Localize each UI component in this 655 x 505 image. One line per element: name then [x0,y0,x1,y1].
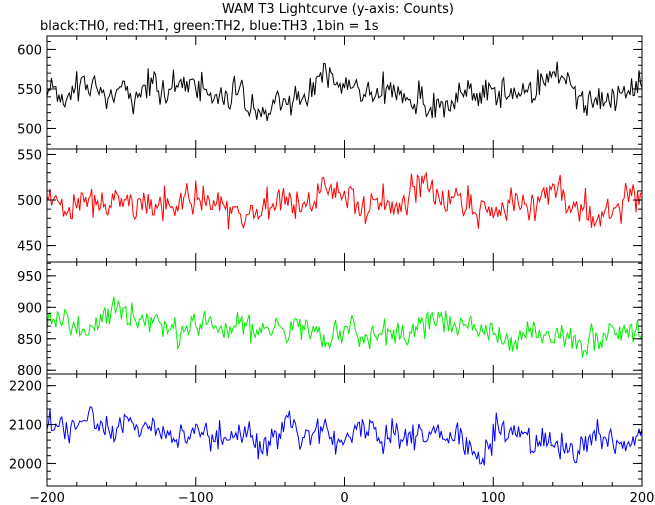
series-line-th3 [47,406,642,466]
y-tick-label: 550 [17,83,42,98]
chart-title: WAM T3 Lightcurve (y-axis: Counts) [222,2,454,17]
series-line-th0 [47,61,642,121]
y-tick-label: 2000 [9,457,42,472]
y-tick-label: 900 [17,301,42,316]
panel-th2: 800 850 900 950 [17,261,643,379]
x-tick-label: 0 [340,491,348,505]
chart-subtitle: black:TH0, red:TH1, green:TH2, blue:TH3 … [40,19,379,34]
panel-th3: 2000 2100 2200 [9,373,643,487]
y-tick-label: 2100 [9,419,42,434]
y-tick-label: 550 [17,148,42,163]
panel-frame [46,261,643,375]
y-tick-label: 500 [17,194,42,209]
panel-frame [46,373,643,487]
y-tick-label: 600 [17,43,42,58]
panel-th1: 450 500 550 [17,148,643,263]
y-tick-label: 2200 [9,380,42,395]
panel-frame [46,148,643,263]
y-tick-label: 850 [17,333,42,348]
y-tick-label: 950 [17,270,42,285]
panels-group: 5005506004505005508008509009502000210022… [9,35,655,505]
x-tick-label: −200 [29,491,65,505]
x-tick-label: −100 [178,491,214,505]
x-tick-label: 100 [481,491,506,505]
y-tick-label: 500 [17,122,42,137]
series-line-th2 [47,296,642,358]
y-tick-label: 450 [17,240,42,255]
x-tick-label: 200 [630,491,655,505]
y-tick-label: 800 [17,364,42,379]
panel-th0: 500 550 600 [17,35,643,150]
series-line-th1 [47,171,642,230]
